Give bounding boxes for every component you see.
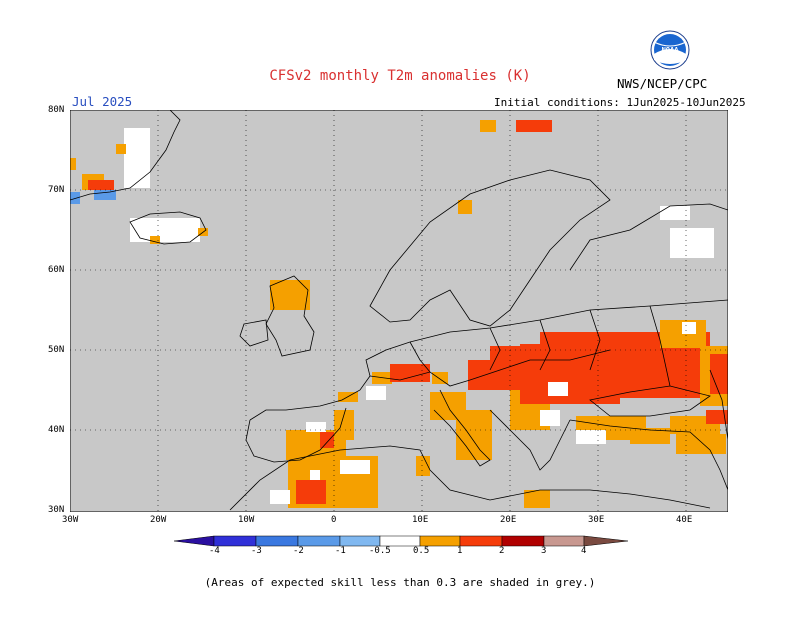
initial-conditions: Initial conditions: 1Jun2025-10Jun2025 xyxy=(494,96,746,109)
lon-label-10w: 10W xyxy=(238,515,255,525)
colorbar-swatch xyxy=(213,535,257,547)
anomaly-map xyxy=(70,110,728,512)
lat-label-80n: 80N xyxy=(48,105,65,115)
colorbar-label: 2 xyxy=(499,546,505,556)
lon-label-40e: 40E xyxy=(676,515,693,525)
colorbar-swatch xyxy=(379,535,421,547)
colorbar-label: 4 xyxy=(581,546,587,556)
coastlines xyxy=(70,110,728,511)
colorbar xyxy=(174,535,628,547)
colorbar-swatch xyxy=(543,535,585,547)
colorbar-label: 3 xyxy=(541,546,547,556)
map-title: CFSv2 monthly T2m anomalies (K) xyxy=(269,68,531,84)
lat-label-70n: 70N xyxy=(48,185,65,195)
colorbar-swatch xyxy=(419,535,461,547)
map-background xyxy=(70,110,728,512)
lon-label-30e: 30E xyxy=(588,515,605,525)
colorbar-swatch xyxy=(255,535,299,547)
lon-label-30w: 30W xyxy=(62,515,79,525)
logo-text: NOAA xyxy=(662,46,680,54)
forecast-month: Jul 2025 xyxy=(72,94,133,109)
lat-label-60n: 60N xyxy=(48,265,65,275)
colorbar-label: -1 xyxy=(335,546,346,556)
lon-label-20w: 20W xyxy=(150,515,167,525)
noaa-logo-icon: NOAA xyxy=(650,30,690,70)
colorbar-label: -4 xyxy=(209,546,220,556)
colorbar-label: 1 xyxy=(457,546,463,556)
agency-label: NWS/NCEP/CPC xyxy=(617,76,708,91)
colorbar-arrow-right xyxy=(583,535,628,547)
lat-label-50n: 50N xyxy=(48,345,65,355)
colorbar-label: 0.5 xyxy=(413,546,430,556)
lon-label-0: 0 xyxy=(331,515,337,525)
colorbar-arrow-left xyxy=(174,535,215,547)
lon-label-10e: 10E xyxy=(412,515,429,525)
grid xyxy=(70,110,728,512)
colorbar-label: -0.5 xyxy=(369,546,391,556)
lat-label-30n: 30N xyxy=(48,505,65,515)
colorbar-label: -3 xyxy=(251,546,262,556)
lon-label-20e: 20E xyxy=(500,515,517,525)
skill-footnote: (Areas of expected skill less than 0.3 a… xyxy=(204,576,596,589)
lat-label-40n: 40N xyxy=(48,425,65,435)
colorbar-swatch xyxy=(339,535,381,547)
colorbar-swatch xyxy=(501,535,545,547)
colorbar-swatch xyxy=(459,535,503,547)
colorbar-swatch xyxy=(297,535,341,547)
colorbar-label: -2 xyxy=(293,546,304,556)
